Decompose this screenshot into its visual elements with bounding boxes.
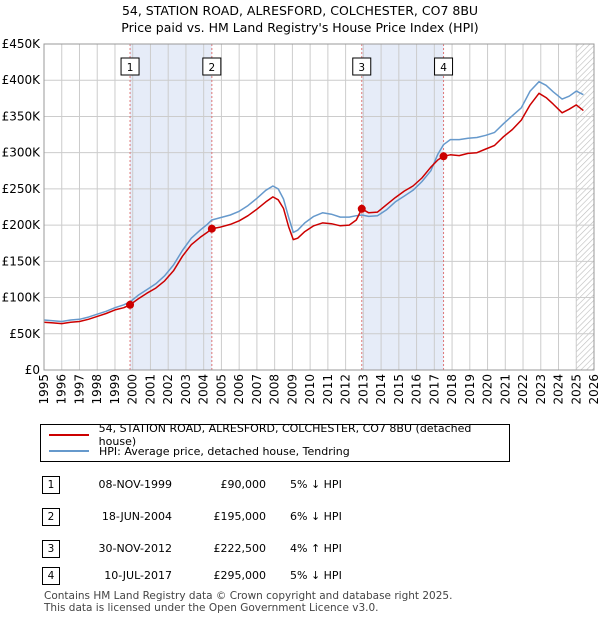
x-tick-label: 2006 [232, 374, 246, 405]
x-tick-label: 2022 [516, 374, 530, 405]
x-tick-label: 2012 [339, 374, 353, 405]
transaction-row: 1 08-NOV-1999 £90,000 5% ↓ HPI [0, 476, 600, 496]
sale-label-box [352, 57, 372, 76]
transaction-number: 3 [42, 540, 60, 558]
x-tick-label: 2007 [250, 374, 264, 405]
x-tick-label: 2000 [126, 374, 140, 405]
x-tick-label: 2005 [214, 374, 228, 405]
x-tick-label: 1997 [72, 374, 86, 405]
y-tick-label: £300K [2, 146, 42, 160]
attribution-footer: Contains HM Land Registry data © Crown c… [44, 590, 452, 614]
ownership-shade [361, 44, 444, 370]
sale-label-text: 2 [208, 62, 215, 74]
y-tick-label: £50K [9, 327, 41, 341]
property-series-line [43, 92, 584, 325]
sale-label-box [202, 57, 222, 76]
transaction-price: £222,500 [213, 542, 267, 555]
y-tick-label: £200K [2, 218, 42, 232]
legend-swatch-hpi [49, 450, 89, 452]
transaction-row: 3 30-NOV-2012 £222,500 4% ↑ HPI [0, 540, 600, 560]
x-tick-label: 2019 [463, 374, 477, 405]
sale-label-text: 3 [358, 62, 365, 74]
legend-label-hpi: HPI: Average price, detached house, Tend… [99, 444, 350, 458]
x-tick-label: 2004 [197, 374, 211, 405]
footer-copyright: Contains HM Land Registry data © Crown c… [44, 590, 453, 602]
sale-point [126, 300, 135, 309]
x-tick-label: 2008 [268, 374, 282, 405]
x-tick-label: 2003 [179, 374, 193, 405]
x-tick-label: 1999 [108, 374, 122, 405]
x-tick-label: 2002 [161, 374, 175, 405]
x-tick-label: 2021 [498, 374, 512, 405]
x-tick-label: 2018 [445, 374, 459, 405]
transaction-price: £295,000 [213, 569, 267, 582]
x-tick-label: 2017 [427, 374, 441, 405]
y-tick-label: £250K [2, 182, 42, 196]
x-tick-label: 2020 [481, 374, 495, 405]
hpi-series-line [43, 80, 584, 323]
forecast-hatch [576, 44, 594, 370]
x-tick-label: 2009 [285, 374, 299, 405]
x-tick-label: 2013 [356, 374, 370, 405]
transaction-date: 08-NOV-1999 [98, 478, 172, 491]
legend-entry-hpi: HPI: Average price, detached house, Tend… [49, 443, 350, 459]
transaction-hpi-delta: 6% ↓ HPI [290, 510, 342, 523]
plot-frame [43, 43, 595, 371]
transaction-hpi-delta: 5% ↓ HPI [290, 478, 342, 491]
plot-area [44, 44, 594, 370]
transaction-price: £195,000 [213, 510, 267, 523]
ownership-shade [130, 44, 212, 370]
transaction-date: 10-JUL-2017 [104, 569, 172, 582]
sale-label-box [434, 57, 454, 76]
x-tick-label: 1998 [90, 374, 104, 405]
y-tick-label: £400K [2, 73, 42, 87]
chart-title-subtitle: Price paid vs. HM Land Registry's House … [121, 20, 479, 35]
sale-label-text: 4 [440, 62, 447, 74]
chart-legend: 54, STATION ROAD, ALRESFORD, COLCHESTER,… [40, 422, 510, 462]
x-tick-label: 2001 [143, 374, 157, 405]
transaction-number: 4 [42, 567, 60, 585]
sale-point [207, 224, 216, 233]
x-tick-label: 2011 [321, 374, 335, 405]
transaction-hpi-delta: 5% ↓ HPI [290, 569, 342, 582]
transaction-date: 18-JUN-2004 [101, 510, 172, 523]
x-tick-label: 2010 [303, 374, 317, 405]
legend-swatch-property [49, 434, 89, 436]
legend-entry-property: 54, STATION ROAD, ALRESFORD, COLCHESTER,… [49, 422, 509, 448]
transaction-row: 4 10-JUL-2017 £295,000 5% ↓ HPI [0, 567, 600, 587]
x-tick-label: 2024 [552, 374, 566, 405]
x-tick-label: 2026 [587, 374, 600, 405]
x-tick-label: 2015 [392, 374, 406, 405]
y-tick-label: £100K [2, 291, 42, 305]
x-tick-label: 2016 [410, 374, 424, 405]
transaction-number: 1 [42, 476, 60, 494]
x-tick-label: 1995 [37, 374, 51, 405]
chart-title-address: 54, STATION ROAD, ALRESFORD, COLCHESTER,… [121, 3, 479, 18]
y-tick-label: £450K [2, 37, 42, 51]
x-tick-label: 2014 [374, 374, 388, 405]
y-tick-label: £0 [25, 363, 40, 377]
footer-licence: This data is licensed under the Open Gov… [44, 602, 379, 614]
transaction-row: 2 18-JUN-2004 £195,000 6% ↓ HPI [0, 508, 600, 528]
transaction-number: 2 [42, 508, 60, 526]
sale-label-box [120, 57, 140, 76]
y-tick-label: £150K [2, 254, 42, 268]
sale-point [439, 152, 448, 161]
transaction-date: 30-NOV-2012 [98, 542, 172, 555]
price-chart: 1 2 3 4 £0 £50K £100K £150K £200K £250K £300K £350K… [2, 37, 600, 405]
transaction-price: £90,000 [220, 478, 267, 491]
y-tick-label: £350K [2, 109, 42, 123]
x-tick-label: 2023 [534, 374, 548, 405]
sale-point [357, 204, 366, 213]
legend-label-property: 54, STATION ROAD, ALRESFORD, COLCHESTER,… [98, 422, 472, 448]
x-tick-label: 2025 [569, 374, 583, 405]
sale-label-text: 1 [127, 62, 134, 74]
transaction-hpi-delta: 4% ↑ HPI [290, 542, 342, 555]
x-tick-label: 1996 [55, 374, 69, 405]
